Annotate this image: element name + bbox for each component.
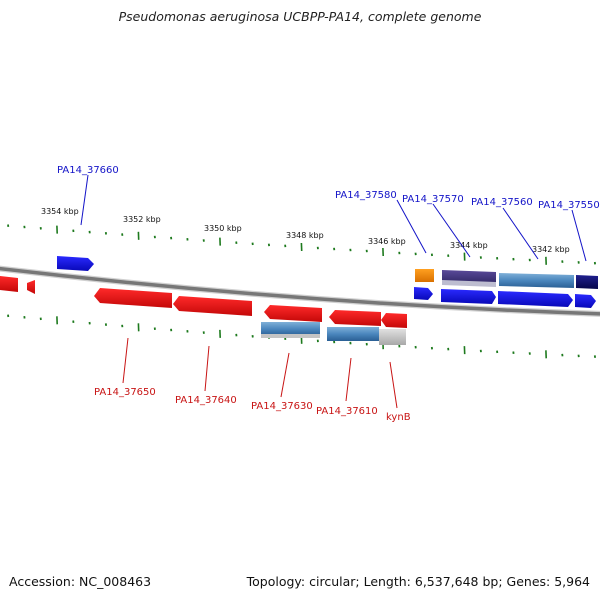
gene-features[interactable] bbox=[0, 256, 598, 345]
gene-feature-steel-2[interactable] bbox=[327, 327, 379, 341]
leader-pa14-37650 bbox=[122, 337, 129, 384]
gene-feature-fwd-3[interactable] bbox=[498, 291, 573, 307]
gene-label-pa14-37580[interactable]: PA14_37580 bbox=[335, 190, 397, 201]
gene-labels-bottom: PA14_37650 PA14_37640 PA14_37630 PA14_37… bbox=[94, 387, 411, 423]
gene-label-pa14-37640[interactable]: PA14_37640 bbox=[175, 395, 237, 406]
leader-pa14-37550 bbox=[571, 209, 587, 262]
genome-backbone-line bbox=[0, 266, 600, 316]
tick-labels: 3354 kbp 3352 kbp 3350 kbp 3348 kbp 3346… bbox=[41, 207, 570, 254]
gene-feature-fwd-1[interactable] bbox=[414, 287, 433, 300]
genome-summary-text: Topology: circular; Length: 6,537,648 bp… bbox=[246, 574, 590, 589]
gene-feature-steel-1[interactable] bbox=[261, 322, 320, 336]
outer-tick-ring bbox=[7, 224, 596, 265]
gene-label-pa14-37610[interactable]: PA14_37610 bbox=[316, 406, 378, 417]
gene-labels-top: PA14_37660 PA14_37580 PA14_37570 PA14_37… bbox=[57, 165, 600, 211]
gene-label-pa14-37570[interactable]: PA14_37570 bbox=[402, 194, 464, 205]
gene-label-pa14-37630[interactable]: PA14_37630 bbox=[251, 401, 313, 412]
genome-title: Pseudomonas aeruginosa UCBPP-PA14, compl… bbox=[118, 9, 482, 24]
gene-feature-orange[interactable] bbox=[415, 269, 434, 282]
tick-label-3346: 3346 kbp bbox=[368, 237, 406, 246]
gene-feature-rev-edge[interactable] bbox=[0, 276, 18, 292]
tick-label-3350: 3350 kbp bbox=[204, 224, 242, 233]
gene-feature-kynb[interactable] bbox=[381, 313, 407, 328]
tick-label-3352: 3352 kbp bbox=[123, 215, 161, 224]
gene-feature-pa14-37640[interactable] bbox=[173, 296, 252, 316]
gene-feature-pa14-37580-shadow bbox=[442, 280, 496, 287]
gene-label-pa14-37560[interactable]: PA14_37560 bbox=[471, 197, 533, 208]
tick-label-3354: 3354 kbp bbox=[41, 207, 79, 216]
leader-pa14-37640 bbox=[204, 345, 210, 392]
leader-kynb bbox=[389, 361, 398, 409]
gene-label-kynb[interactable]: kynB bbox=[386, 412, 411, 423]
gene-feature-rev-small[interactable] bbox=[27, 280, 35, 294]
gene-feature-pa14-37660[interactable] bbox=[57, 256, 94, 271]
leader-pa14-37560 bbox=[502, 207, 539, 260]
leader-pa14-37610 bbox=[345, 357, 352, 402]
leader-lines bbox=[80, 174, 587, 409]
tick-label-3344: 3344 kbp bbox=[450, 241, 488, 250]
leader-pa14-37630 bbox=[280, 352, 290, 398]
gene-feature-fwd-4[interactable] bbox=[575, 294, 596, 308]
gene-feature-pa14-37560[interactable] bbox=[576, 275, 598, 289]
gene-feature-fwd-2[interactable] bbox=[441, 289, 496, 304]
inner-tick-ring bbox=[7, 314, 596, 359]
gene-feature-grey[interactable] bbox=[379, 329, 406, 345]
leader-pa14-37660 bbox=[80, 174, 89, 226]
gene-feature-steel-1-shadow bbox=[261, 334, 320, 338]
tick-label-3348: 3348 kbp bbox=[286, 231, 324, 240]
gene-feature-pa14-37570[interactable] bbox=[499, 273, 574, 288]
leader-pa14-37580 bbox=[396, 199, 427, 254]
tick-label-3342: 3342 kbp bbox=[532, 245, 570, 254]
gene-label-pa14-37650[interactable]: PA14_37650 bbox=[94, 387, 156, 398]
accession-text: Accession: NC_008463 bbox=[9, 574, 152, 589]
gene-label-pa14-37550[interactable]: PA14_37550 bbox=[538, 200, 600, 211]
gene-feature-pa14-37630[interactable] bbox=[264, 305, 322, 322]
gene-feature-pa14-37650[interactable] bbox=[94, 288, 172, 308]
gene-feature-pa14-37610[interactable] bbox=[329, 310, 381, 326]
leader-pa14-37570 bbox=[432, 203, 471, 258]
gene-label-pa14-37660[interactable]: PA14_37660 bbox=[57, 165, 119, 176]
